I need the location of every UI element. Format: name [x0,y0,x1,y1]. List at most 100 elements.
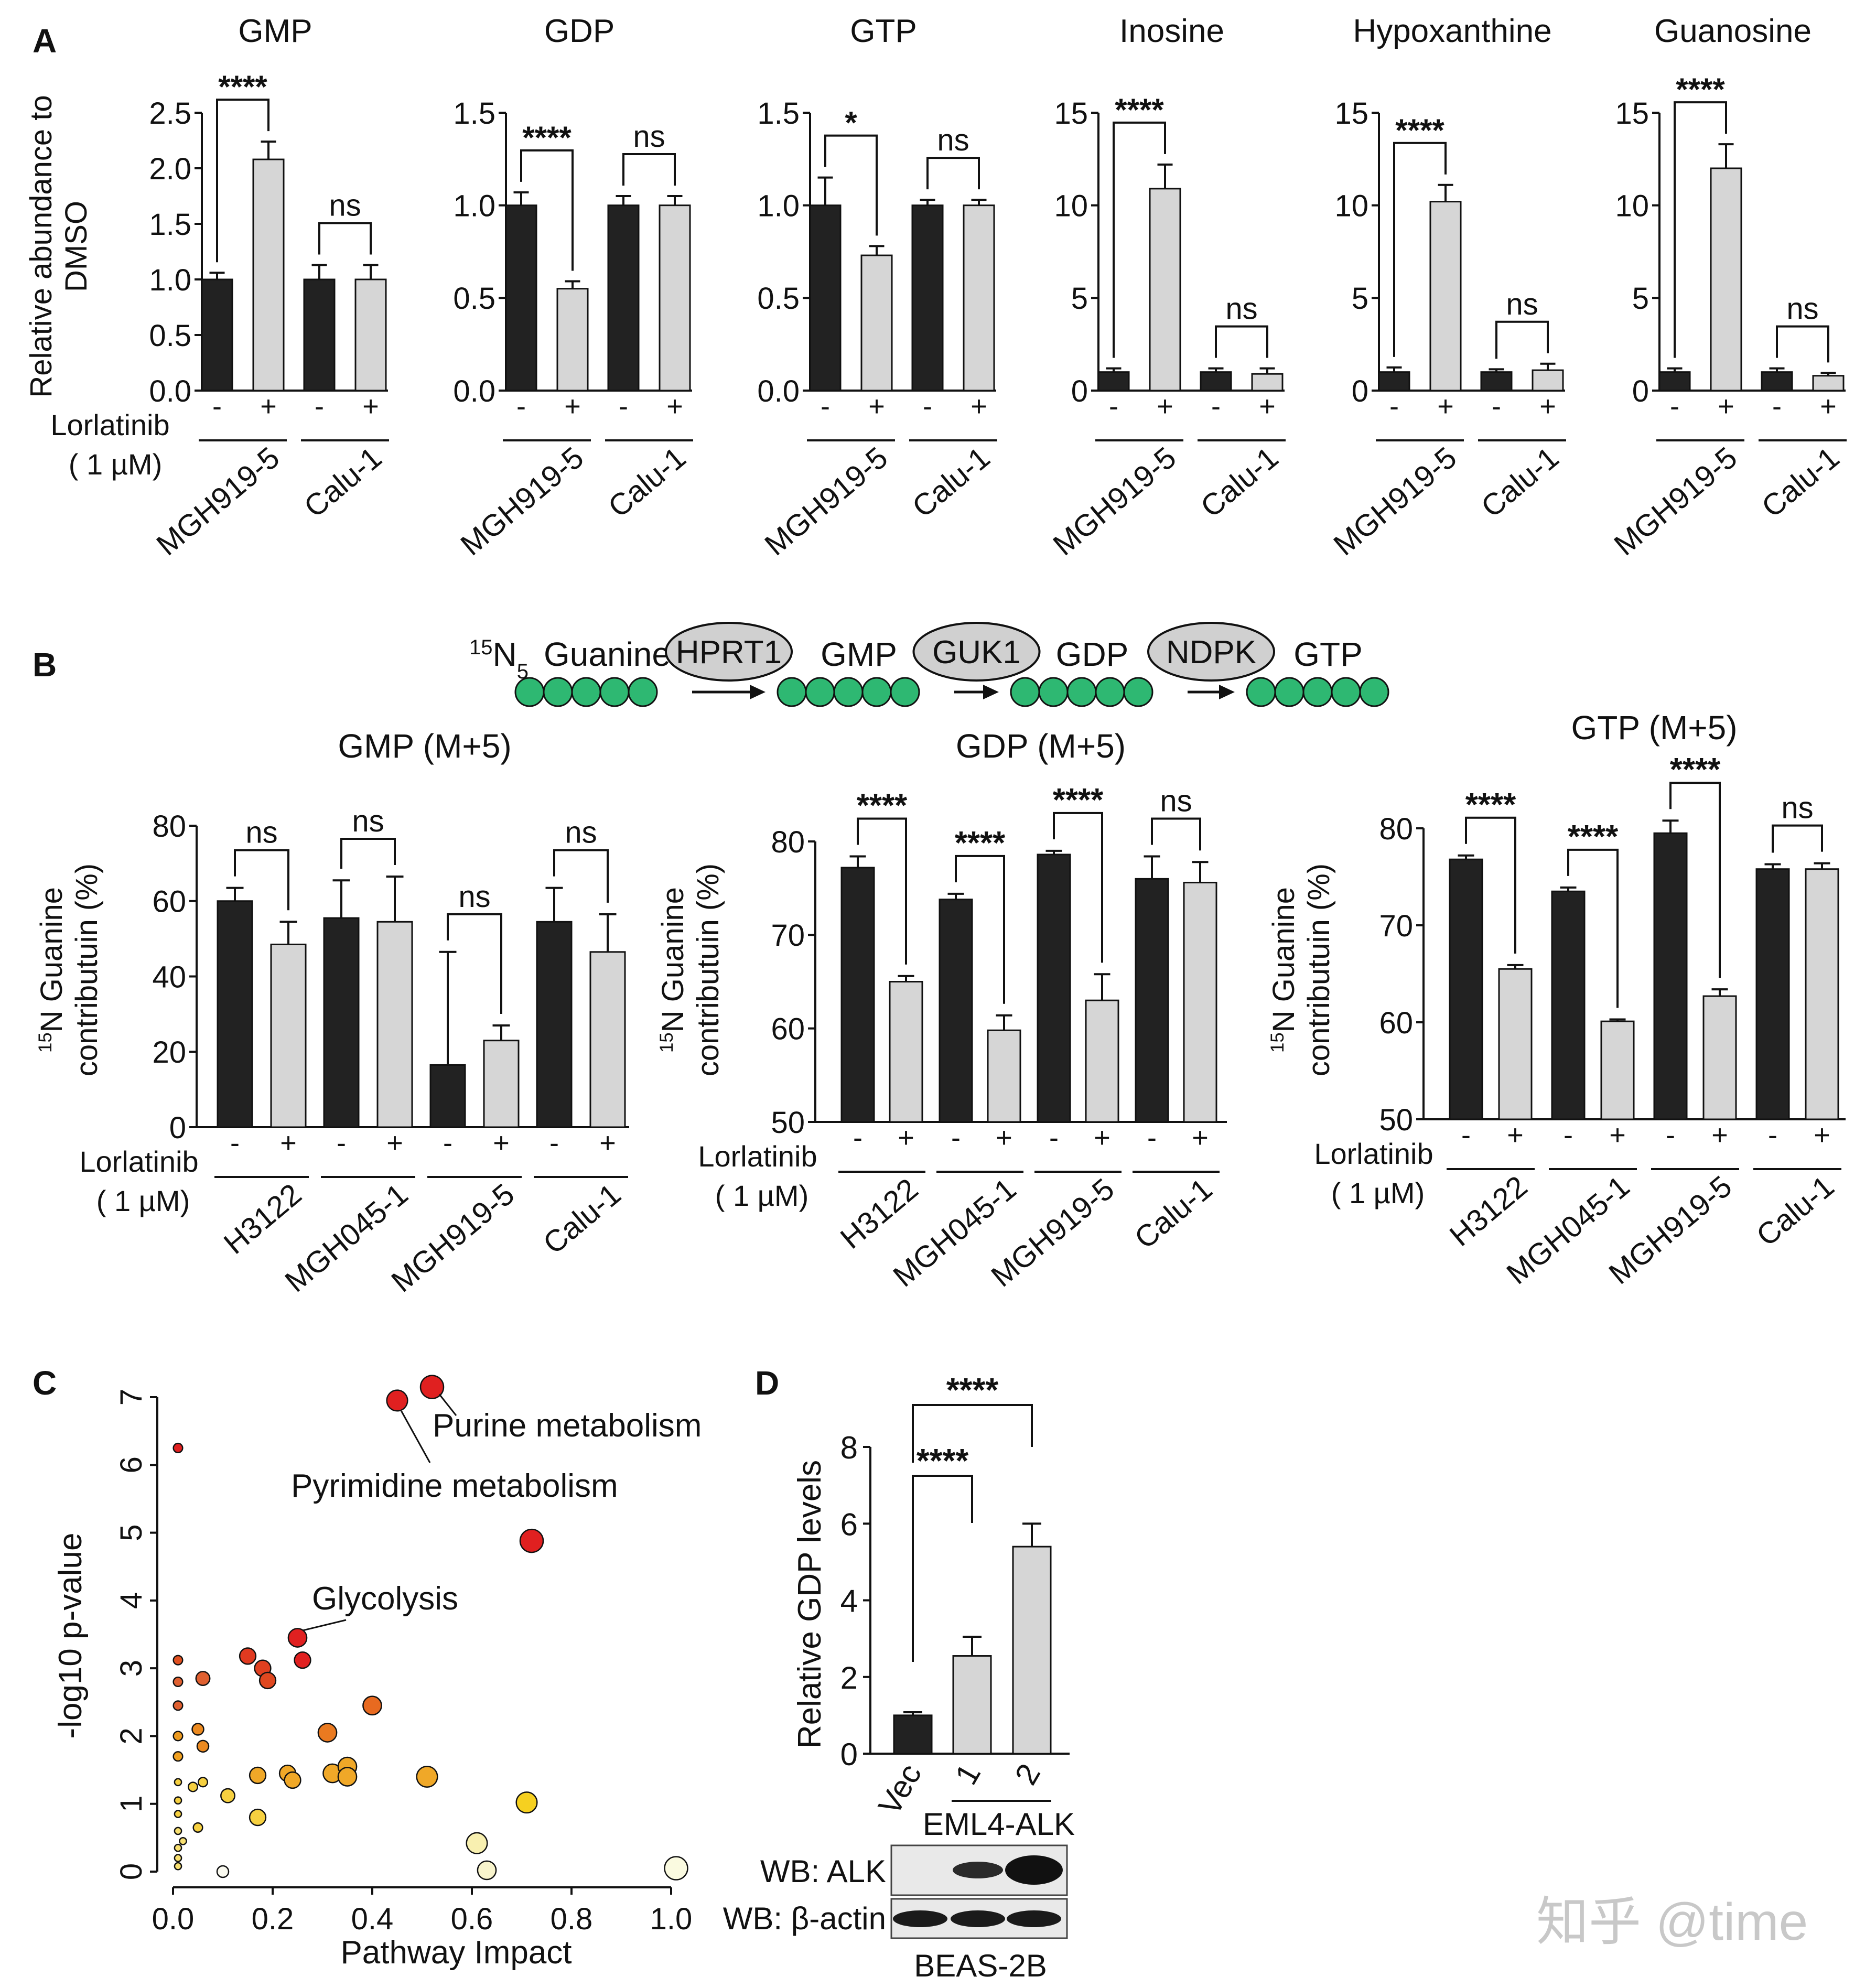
significance-label: **** [955,825,1006,861]
bar [1183,881,1217,1123]
significance-bracket [1465,816,1516,954]
plus-label: + [1157,391,1173,422]
bar [809,204,842,392]
significance-bracket [824,134,878,236]
western-blot: WB: ALK WB: β-actin BEAS-2B [723,1844,1068,1983]
minus-label: - [1768,1119,1777,1151]
minus-label: - [1772,391,1782,422]
bar [483,1040,520,1128]
annotation-label: Purine metabolism [433,1408,702,1444]
chart-title: GTP (M+5) [1571,709,1737,747]
group-label: Calu-1 [1128,1172,1219,1256]
y-tick-label: 80 [152,809,186,844]
minus-label: - [1666,1119,1675,1151]
bar [1449,858,1483,1120]
bar [1149,188,1181,392]
bar [1012,1546,1052,1755]
scatter-point [174,1778,182,1787]
bar [1805,868,1839,1120]
significance-bracket [912,1475,973,1662]
minus-label: - [1670,391,1679,422]
treatment-dose-a: ( 1 µM) [69,448,162,481]
significance-label: **** [1676,72,1725,107]
y-tick-label: 1 [114,1796,148,1812]
y-tick-label: 1.5 [757,96,800,131]
significance-bracket [1776,325,1829,363]
y-axis-label-b1: 15N Guanine contributuin (%) [35,863,104,1076]
x-tick-label: 0.2 [252,1902,294,1936]
group-label: Calu-1 [1475,440,1566,524]
scatter-point [172,1676,184,1688]
plus-label: + [1609,1119,1626,1151]
plus-label: + [1094,1122,1110,1153]
pathway-metabolite-label: GTP [1293,635,1363,673]
x-tick-label: 0.4 [351,1902,394,1936]
group-label: Calu-1 [602,440,693,524]
bar [376,921,413,1128]
minus-label: - [516,391,526,422]
scatter-point [172,1655,184,1666]
scatter-point [172,1700,184,1711]
significance-bracket [1393,142,1447,357]
y-tick-label: 40 [152,960,186,994]
scatter-chart: 0 1 2 3 4 5 6 7 0.0 0.2 0.4 0.6 0.8 1.0 Pathway Impact… [52,1375,702,1971]
significance-label: **** [946,1371,999,1409]
scatter-point [220,1788,235,1803]
y-tick-label: 15 [1334,96,1368,131]
group-label: EML4-ALK [923,1807,1075,1842]
scatter-point [197,1777,209,1788]
y-tick-label: 7 [114,1389,148,1406]
x-axis-label: Pathway Impact [340,1935,572,1971]
bar [1085,999,1119,1123]
significance-label: ns [1225,292,1257,326]
y-axis-label-a-line2: DMSO [59,201,93,292]
group-label: H3122 [834,1172,925,1256]
minus-label: - [337,1127,346,1159]
significance-bracket [926,157,980,190]
isotope-node [1038,677,1069,707]
bar [217,900,253,1128]
plus-label: + [868,391,885,422]
significance-label: **** [522,120,572,155]
scatter-point [317,1723,338,1743]
y-tick-label: 5 [1352,282,1368,316]
treatment-dose-b: ( 1 µM) [715,1179,808,1212]
plus-label: + [1718,391,1734,422]
plus-label: + [564,391,581,422]
enzyme-label: HPRT1 [676,634,782,671]
significance-label: ns [1786,292,1818,326]
group-label: MGH919-5 [454,440,590,562]
group-label: MGH919-5 [758,440,894,562]
panel-letter-b: B [33,646,57,684]
y-tick-label: 0 [1352,374,1368,408]
scatter-point [249,1766,267,1785]
significance-label: **** [1395,113,1444,148]
y-tick-label: 50 [771,1106,805,1140]
y-axis-label-a-line1: Relative abundance to [24,95,58,397]
isotope-node [1359,677,1389,707]
scatter-point [187,1781,199,1792]
isotope-node [777,677,807,707]
chart-title: Inosine [1119,13,1224,49]
plus-label: + [1820,391,1837,422]
bar [589,951,626,1128]
significance-bracket [553,849,609,903]
scatter-point [239,1647,257,1665]
y-tick-label: 0.0 [149,374,191,408]
category-label: 1 [948,1758,988,1790]
minus-label: - [1564,1119,1573,1151]
y-tick-label: 10 [1054,189,1088,223]
minus-label: - [443,1127,452,1159]
minus-label: - [230,1127,240,1159]
plus-label: + [260,391,277,422]
scatter-point [284,1771,301,1789]
y-axis-label-b1-line2: contributuin (%) [70,863,104,1076]
bar-chart-a5: Guanosine 0 5 10 15 - + MGH919-5 **** - + Calu-1 ns [1608,13,1847,562]
pathway-metabolite-label: GDP [1056,635,1129,673]
plus-label: + [1437,391,1454,422]
pathway-metabolite-label: Guanine [544,635,671,673]
enzyme-label: NDPK [1166,634,1256,671]
bar [889,981,923,1123]
isotope-node [1010,677,1040,707]
significance-label: ns [245,816,277,850]
